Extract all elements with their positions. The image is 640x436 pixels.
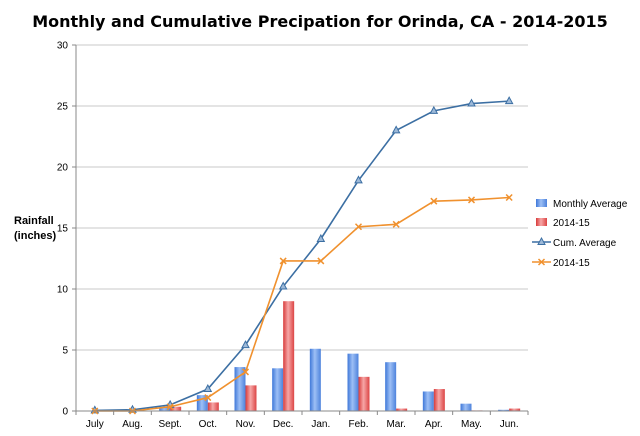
x-tick-label: May. <box>461 419 482 430</box>
y-tick-label: 30 <box>57 41 69 52</box>
x-axis-ticks: July Aug. Sept. Oct. Nov. Dec. Jan. Feb. Mar. Apr… <box>75 411 529 430</box>
x-tick-label: Dec. <box>273 419 294 430</box>
legend-marker-3 <box>537 258 546 266</box>
x-tick-label: Jun. <box>500 419 519 430</box>
point-2014-15-4 <box>241 368 250 376</box>
point-2014-15-8 <box>392 220 400 228</box>
y-axis-label-line2: (inches) <box>14 230 57 242</box>
y-tick-label: 20 <box>57 163 69 174</box>
bar-2014-15-5 <box>283 301 295 411</box>
bar-monthly-average-11 <box>498 409 510 411</box>
point-2014-15-11 <box>505 193 513 202</box>
legend-swatch-1 <box>536 218 547 226</box>
point-2014-15-10 <box>467 196 476 204</box>
bar-2014-15-11 <box>509 408 521 411</box>
x-tick-label: Nov. <box>236 419 256 430</box>
y-tick-label: 5 <box>62 346 68 357</box>
legend-label-2: Cum. Average <box>553 238 617 249</box>
bar-monthly-average-5 <box>272 368 284 411</box>
point-cum-average-11 <box>504 96 514 105</box>
x-tick-label: Apr. <box>425 419 443 430</box>
bar-2014-15-4 <box>245 385 257 411</box>
point-cum-average-4 <box>241 340 250 349</box>
y-tick-label: 15 <box>57 224 69 235</box>
bar-2014-15-2 <box>170 406 182 411</box>
grid-lines <box>76 44 528 351</box>
point-cum-average-5 <box>278 281 288 290</box>
x-tick-label: Aug. <box>122 419 143 430</box>
y-axis-label-line1: Rainfall <box>14 215 54 227</box>
y-tick-label: 10 <box>57 285 69 296</box>
point-2014-15-3 <box>204 394 212 402</box>
bar-monthly-average-10 <box>460 403 472 411</box>
point-cum-average-7 <box>354 175 363 184</box>
legend-label-3: 2014-15 <box>553 258 590 269</box>
line-2014-15 <box>94 196 510 412</box>
bar-monthly-average-4 <box>234 367 246 411</box>
point-2014-15-2 <box>166 403 174 411</box>
point-2014-15-6 <box>317 257 325 265</box>
point-cum-average-9 <box>429 105 439 114</box>
point-cum-average-3 <box>203 383 213 393</box>
point-2014-15-5 <box>279 257 287 265</box>
bar-monthly-average-2 <box>159 407 171 411</box>
x-tick-label: Jan. <box>311 419 330 430</box>
legend-label-1: 2014-15 <box>553 218 590 229</box>
chart-title: Monthly and Cumulative Precipation for O… <box>32 12 608 31</box>
line-cum-average <box>94 100 510 412</box>
point-cum-average-10 <box>467 98 476 107</box>
x-tick-label: Oct. <box>199 419 217 430</box>
bar-monthly-average-3 <box>196 395 208 411</box>
legend-label-0: Monthly Average <box>553 199 628 210</box>
legend: Monthly Average 2014-15 Cum. Average 2014-1… <box>532 199 628 269</box>
x-tick-label: Sept. <box>158 419 181 430</box>
legend-marker-2 <box>537 236 546 245</box>
line-marks <box>90 96 514 415</box>
y-axis-ticks: 0 5 10 15 20 25 30 <box>57 41 76 418</box>
y-tick-label: 0 <box>62 407 68 418</box>
bar-2014-15-8 <box>396 408 408 411</box>
bar-monthly-average-7 <box>347 353 359 411</box>
bar-2014-15-3 <box>207 402 219 411</box>
x-tick-label: Feb. <box>348 419 368 430</box>
x-tick-label: Mar. <box>386 419 405 430</box>
point-cum-average-8 <box>391 125 401 134</box>
y-tick-label: 25 <box>57 102 69 113</box>
bar-marks <box>83 301 521 411</box>
point-cum-average-6 <box>316 233 326 242</box>
bar-monthly-average-6 <box>309 348 321 411</box>
bar-2014-15-9 <box>433 389 445 411</box>
point-2014-15-7 <box>354 223 363 231</box>
bar-monthly-average-8 <box>385 362 397 411</box>
x-tick-label: July <box>86 419 104 430</box>
point-2014-15-9 <box>430 197 438 205</box>
bar-monthly-average-9 <box>422 391 434 411</box>
legend-swatch-0 <box>536 199 547 207</box>
bar-2014-15-7 <box>358 376 370 411</box>
